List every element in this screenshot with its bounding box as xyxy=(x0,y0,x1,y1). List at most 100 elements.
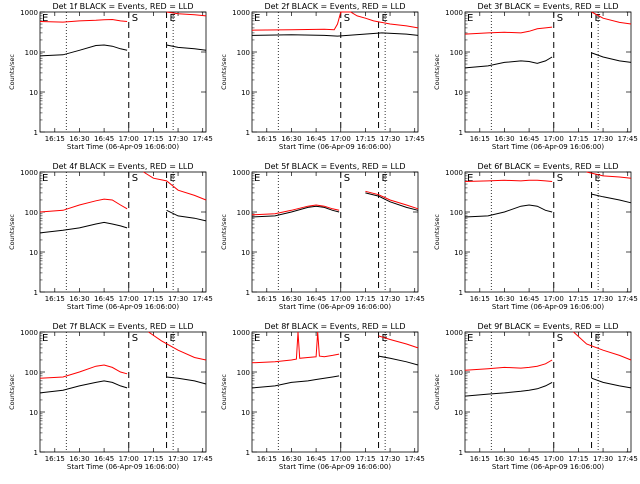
interval-marker-label: E xyxy=(42,333,48,344)
x-tick-label: 16:30 xyxy=(281,455,301,463)
interval-marker-label: S xyxy=(132,333,138,344)
x-tick-label: 17:45 xyxy=(193,295,213,303)
y-tick-label: 1 xyxy=(34,129,38,137)
x-tick-label: 16:45 xyxy=(94,295,114,303)
x-tick-label: 16:15 xyxy=(45,135,65,143)
x-tick-label: 17:30 xyxy=(593,295,613,303)
x-axis-label: Start Time (06-Apr-09 16:06:00) xyxy=(279,303,391,311)
interval-marker-label: E xyxy=(382,333,388,344)
series-events-line xyxy=(39,380,128,394)
series-lld-line xyxy=(591,11,632,25)
x-tick-label: 17:45 xyxy=(193,135,213,143)
plot-frame xyxy=(464,331,632,453)
y-tick-label: 1 xyxy=(246,449,250,457)
x-axis-label: Start Time (06-Apr-09 16:06:00) xyxy=(492,303,604,311)
series-events-line xyxy=(251,375,340,389)
x-tick-label: 17:15 xyxy=(568,455,588,463)
x-tick-label: 16:15 xyxy=(45,295,65,303)
interval-marker-label: S xyxy=(344,13,350,24)
x-tick-label: 17:00 xyxy=(119,135,139,143)
x-tick-label: 17:45 xyxy=(405,455,425,463)
x-tick-label: 16:30 xyxy=(69,455,89,463)
x-axis-label: Start Time (06-Apr-09 16:06:00) xyxy=(492,463,604,471)
y-axis-label: Counts/sec xyxy=(220,214,228,250)
x-tick-label: 16:45 xyxy=(306,135,326,143)
x-tick-label: 17:45 xyxy=(193,455,213,463)
x-tick-label: 16:45 xyxy=(519,455,539,463)
x-tick-label: 16:15 xyxy=(257,135,277,143)
y-tick-label: 100 xyxy=(237,49,250,57)
x-tick-label: 16:45 xyxy=(519,295,539,303)
x-tick-label: 16:30 xyxy=(281,295,301,303)
plot-frame xyxy=(464,11,632,133)
x-tick-label: 16:30 xyxy=(494,135,514,143)
y-tick-label: 10 xyxy=(29,409,38,417)
plot-title: Det 3f BLACK = Events, RED = LLD xyxy=(477,2,618,11)
y-tick-label: 1000 xyxy=(20,9,38,17)
interval-marker-label: S xyxy=(132,13,138,24)
y-tick-label: 100 xyxy=(25,369,38,377)
plot-title: Det 4f BLACK = Events, RED = LLD xyxy=(52,162,193,171)
y-tick-label: 10 xyxy=(241,89,250,97)
x-tick-label: 17:15 xyxy=(568,295,588,303)
x-axis-label: Start Time (06-Apr-09 16:06:00) xyxy=(279,143,391,151)
series-lld-line xyxy=(143,171,207,201)
y-tick-label: 10 xyxy=(29,249,38,257)
y-tick-label: 10 xyxy=(241,249,250,257)
detector-plot-8: Det 8f BLACK = Events, RED = LLD 1000 100 1… xyxy=(220,322,425,471)
y-tick-label: 10 xyxy=(241,409,250,417)
x-tick-label: 17:00 xyxy=(331,295,351,303)
y-tick-label: 100 xyxy=(25,209,38,217)
interval-marker-label: S xyxy=(557,13,563,24)
interval-marker-label: E xyxy=(382,13,388,24)
series-events-line xyxy=(166,44,207,51)
x-tick-label: 16:30 xyxy=(494,455,514,463)
series-lld-line xyxy=(251,204,340,216)
x-axis-label: Start Time (06-Apr-09 16:06:00) xyxy=(492,143,604,151)
plot-frame xyxy=(464,171,632,293)
y-tick-label: 1000 xyxy=(445,9,463,17)
series-events-line xyxy=(39,44,128,57)
y-tick-label: 1 xyxy=(34,449,38,457)
x-tick-label: 17:30 xyxy=(168,455,188,463)
x-tick-label: 17:15 xyxy=(143,135,163,143)
plot-title: Det 6f BLACK = Events, RED = LLD xyxy=(477,162,618,171)
y-axis-label: Counts/sec xyxy=(433,54,441,90)
x-tick-label: 17:30 xyxy=(380,295,400,303)
x-tick-label: 17:00 xyxy=(544,135,564,143)
plot-title: Det 2f BLACK = Events, RED = LLD xyxy=(264,2,405,11)
x-tick-label: 16:15 xyxy=(470,295,490,303)
series-lld-line xyxy=(464,179,553,182)
y-tick-label: 1000 xyxy=(20,169,38,177)
y-tick-label: 100 xyxy=(237,209,250,217)
detector-plot-1: Det 1f BLACK = Events, RED = LLD 1000 100 1… xyxy=(8,2,213,151)
y-tick-label: 100 xyxy=(450,369,463,377)
y-tick-label: 1 xyxy=(246,289,250,297)
x-tick-label: 17:45 xyxy=(618,455,638,463)
x-tick-label: 16:45 xyxy=(519,135,539,143)
y-axis-label: Counts/sec xyxy=(8,54,16,90)
series-lld-line xyxy=(365,190,419,210)
x-tick-label: 17:30 xyxy=(380,455,400,463)
interval-marker-label: E xyxy=(595,13,601,24)
y-tick-label: 1000 xyxy=(20,329,38,337)
y-tick-label: 1000 xyxy=(232,169,250,177)
x-tick-label: 17:00 xyxy=(331,135,351,143)
x-tick-label: 17:15 xyxy=(355,295,375,303)
x-tick-label: 16:15 xyxy=(257,455,277,463)
series-lld-line xyxy=(573,331,632,361)
x-tick-label: 16:30 xyxy=(494,295,514,303)
x-tick-label: 17:30 xyxy=(593,135,613,143)
x-tick-label: 17:15 xyxy=(355,135,375,143)
y-axis-label: Counts/sec xyxy=(220,54,228,90)
y-tick-label: 100 xyxy=(237,369,250,377)
interval-marker-label: E xyxy=(170,333,176,344)
y-tick-label: 10 xyxy=(454,409,463,417)
y-tick-label: 100 xyxy=(450,209,463,217)
interval-marker-label: E xyxy=(254,173,260,184)
y-axis-label: Counts/sec xyxy=(220,374,228,410)
plot-frame xyxy=(251,11,419,133)
series-lld-line xyxy=(464,26,553,35)
y-tick-label: 1 xyxy=(34,289,38,297)
